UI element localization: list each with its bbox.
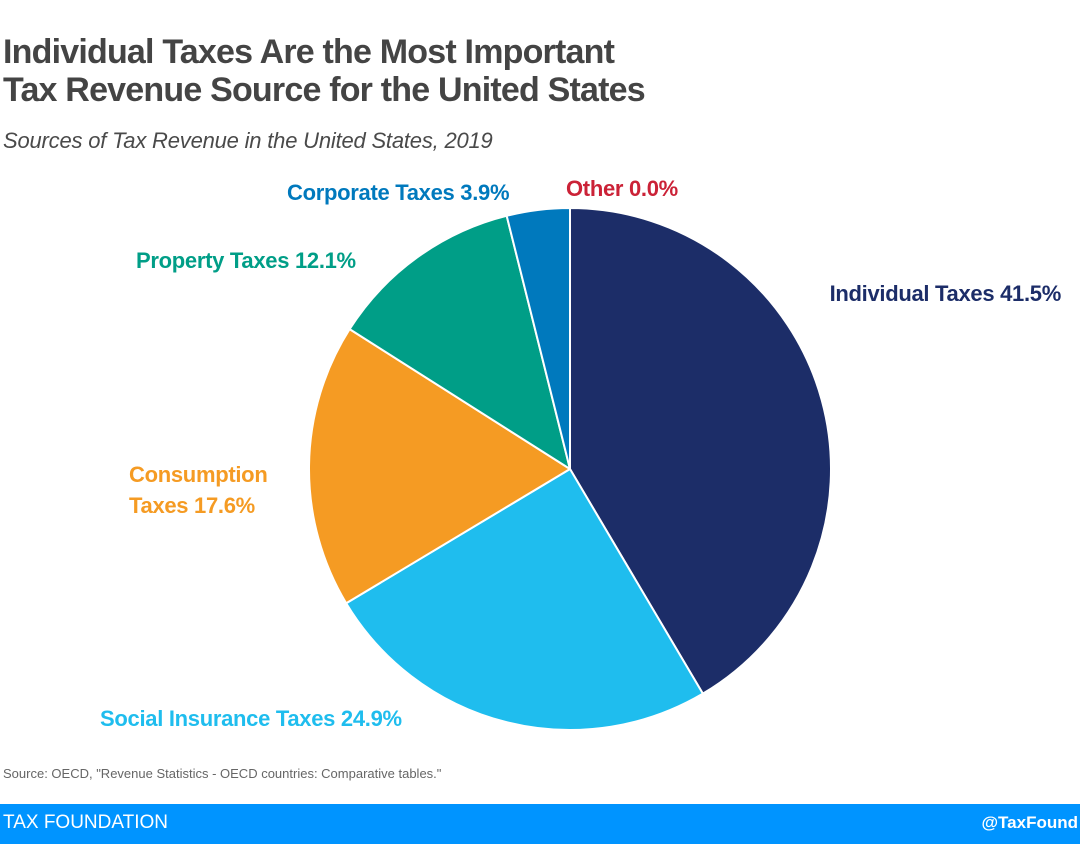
- pie-slice-individual-taxes: [569, 207, 832, 695]
- slice-label-consumption-taxes-line-1: Consumption: [129, 462, 267, 487]
- pie-slices: [308, 207, 832, 731]
- chart-title-line-2: Tax Revenue Source for the United States: [3, 71, 646, 109]
- source-note: Source: OECD, "Revenue Statistics - OECD…: [3, 766, 442, 781]
- pie-slice-social-insurance-taxes: [345, 468, 704, 731]
- footer-twitter-handle[interactable]: @TaxFound: [981, 813, 1078, 832]
- pie-chart: Individual Taxes 41.5% Social Insurance …: [100, 176, 1061, 731]
- slice-label-social-insurance-taxes: Social Insurance Taxes 24.9%: [100, 706, 402, 731]
- footer-brand: TAX FOUNDATION: [3, 812, 169, 833]
- chart-title-line-1: Individual Taxes Are the Most Important: [3, 33, 615, 71]
- chart-title: Individual Taxes Are the Most Important …: [3, 33, 646, 109]
- pie-labels: Individual Taxes 41.5% Social Insurance …: [100, 176, 1061, 731]
- slice-label-consumption-taxes-line-2: Taxes 17.6%: [129, 493, 255, 518]
- slice-label-corporate-taxes: Corporate Taxes 3.9%: [287, 180, 509, 205]
- slice-label-individual-taxes: Individual Taxes 41.5%: [830, 281, 1061, 306]
- slice-label-other: Other 0.0%: [566, 176, 678, 201]
- pie-slice-property-taxes: [348, 214, 571, 470]
- footer-bar: TAX FOUNDATION @TaxFound: [0, 804, 1080, 844]
- pie-slice-consumption-taxes: [308, 328, 571, 605]
- chart-subtitle: Sources of Tax Revenue in the United Sta…: [3, 128, 493, 153]
- slice-label-property-taxes: Property Taxes 12.1%: [136, 248, 356, 273]
